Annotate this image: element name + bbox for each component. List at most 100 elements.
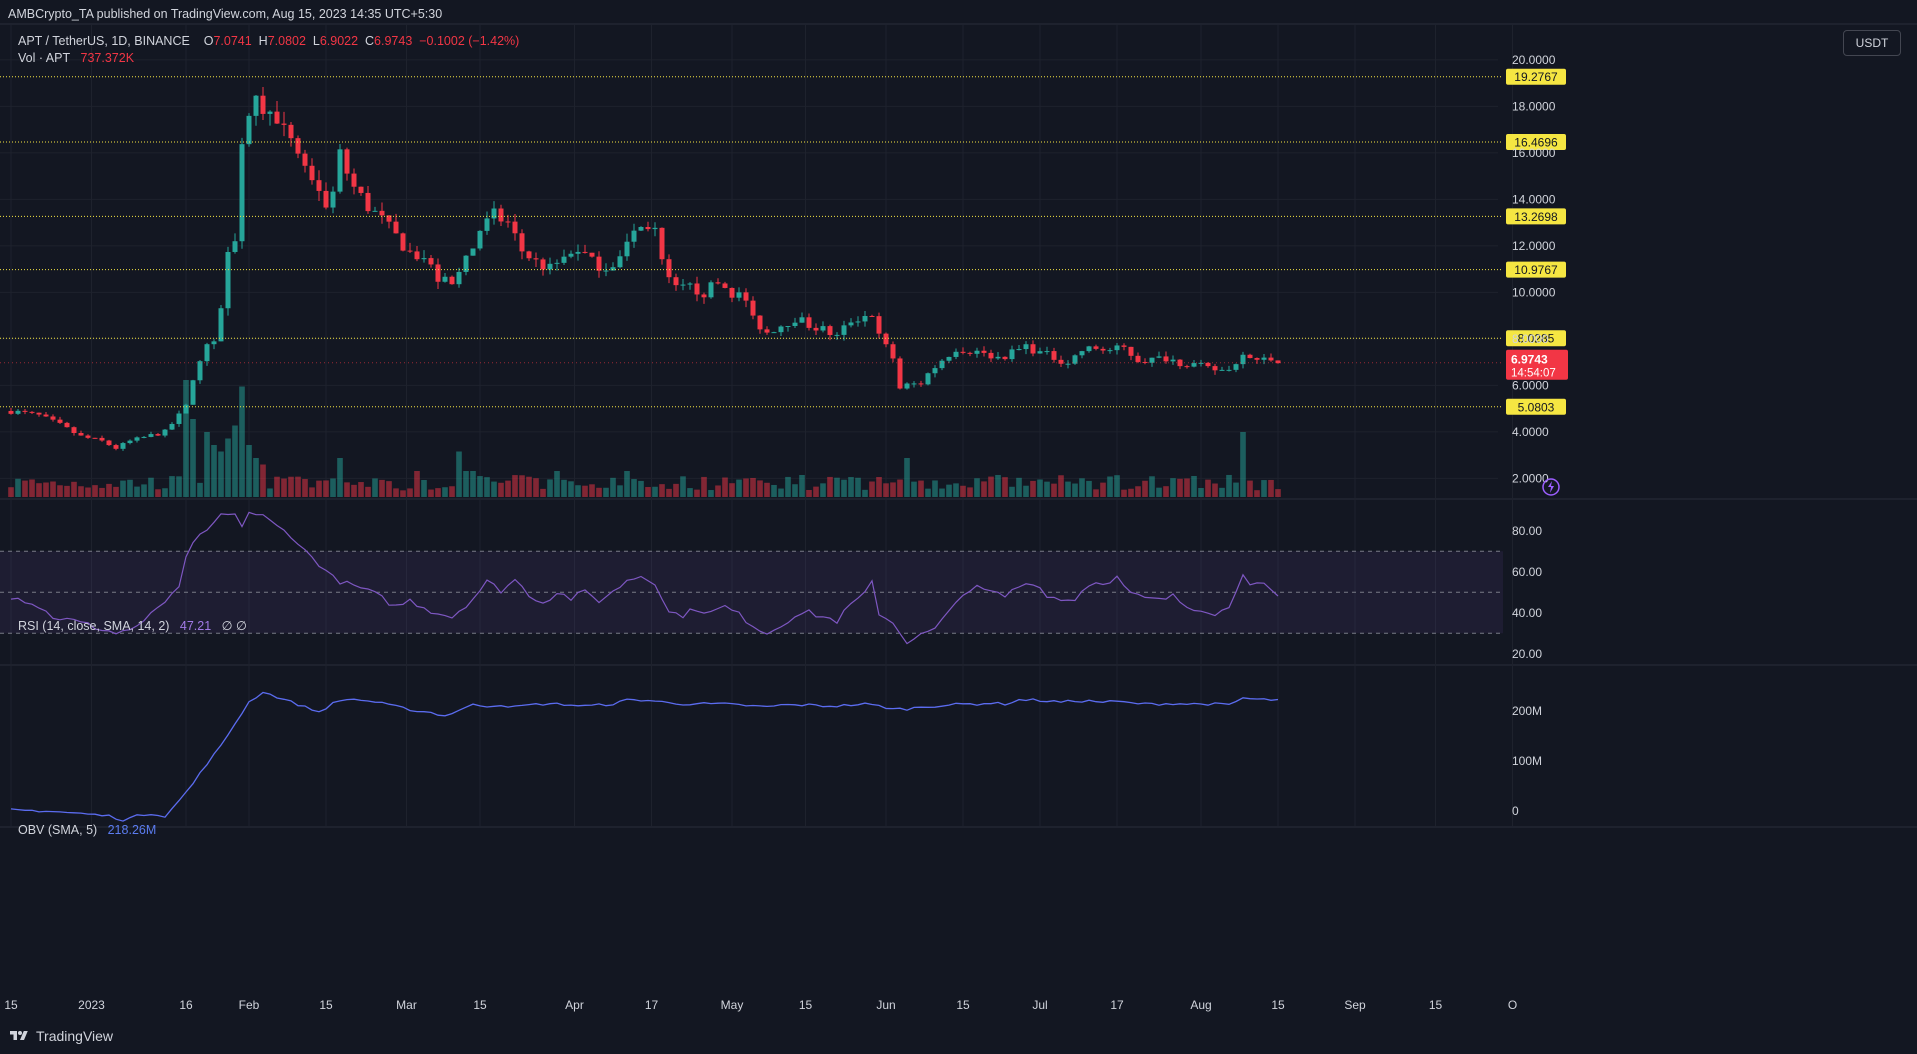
volume-bar (190, 419, 196, 497)
volume-bar (757, 480, 763, 497)
price-tick-label: 2.0000 (1512, 471, 1549, 485)
volume-bar (806, 489, 812, 497)
level-price-tag: 13.2698 (1506, 208, 1566, 225)
volume-bar (407, 488, 413, 497)
lightning-icon (1542, 478, 1560, 496)
volume-bar (771, 484, 777, 497)
obv-pane: 200M 100M 0 (10, 691, 1542, 822)
candle-body (1009, 349, 1015, 360)
candle-body (1030, 344, 1036, 354)
candle-body (1275, 360, 1281, 364)
level-tag-bg (1506, 68, 1566, 85)
candle-body (141, 436, 147, 438)
candle-body (470, 248, 476, 256)
obv-value: 218.26M (107, 823, 157, 837)
candle-body (967, 352, 973, 354)
candle-body (764, 329, 770, 333)
candle-body (799, 317, 805, 323)
volume-bar (218, 451, 224, 497)
candle-body (302, 153, 308, 166)
volume-bar (29, 479, 35, 497)
volume-bar (1149, 476, 1155, 497)
candle-body (827, 326, 833, 336)
volume-bar (554, 471, 560, 497)
candle-body (512, 221, 518, 234)
volume-bar (477, 476, 483, 497)
volume-bar (750, 477, 756, 497)
candle-body (820, 326, 826, 331)
candle-body (1051, 351, 1057, 360)
tradingview-footer[interactable]: TradingView (8, 1028, 113, 1044)
candle-body (561, 256, 567, 263)
candle-body (1219, 369, 1225, 371)
candle-body (372, 210, 378, 212)
volume-bar (197, 482, 203, 497)
volume-bar (99, 487, 105, 497)
volume-bar (1177, 478, 1183, 497)
candle-body (183, 404, 189, 414)
candle-body (750, 300, 756, 316)
candle-body (1142, 361, 1148, 363)
volume-bar (127, 479, 133, 497)
volume-bar (400, 490, 406, 497)
volume-bar (967, 487, 973, 497)
candle-body (78, 433, 84, 436)
volume-bar (148, 477, 154, 497)
candle-body (295, 138, 301, 154)
low-value: 6.9022 (319, 34, 359, 48)
volume-label: Vol · APT (18, 51, 71, 65)
volume-bar (1212, 483, 1218, 497)
volume-bar (1023, 485, 1029, 497)
candle-body (239, 144, 245, 242)
level-price-tag: 5.0803 (1506, 398, 1566, 415)
candle-body (1023, 344, 1029, 350)
volume-bar (995, 474, 1001, 497)
volume-bar (358, 482, 364, 497)
candle-body (526, 251, 532, 259)
candle-body (204, 344, 210, 362)
candle-body (176, 413, 182, 424)
candle-body (589, 252, 595, 257)
candle-body (1093, 346, 1099, 349)
volume-bar (1002, 477, 1008, 497)
volume-bar (575, 485, 581, 497)
volume-bar (36, 483, 42, 497)
volume-bar (1121, 489, 1127, 497)
candle-body (29, 411, 35, 413)
candle-body (15, 410, 21, 414)
candle-body (169, 423, 175, 430)
candle-body (638, 227, 644, 231)
candle-body (400, 233, 406, 251)
candle-body (568, 253, 574, 257)
candle-body (246, 115, 252, 145)
current-price-value: 6.9743 (1511, 353, 1548, 367)
volume-bar (729, 483, 735, 497)
volume-bar (162, 488, 168, 497)
volume-bar (15, 478, 21, 497)
volume-bar (1268, 479, 1274, 497)
candle-body (414, 251, 420, 260)
obv-legend: OBV (SMA, 5) 218.26M (18, 823, 156, 837)
volume-bar (582, 485, 588, 497)
candle-body (274, 111, 280, 124)
volume-bar (134, 486, 140, 497)
volume-bar (309, 487, 315, 497)
volume-bar (694, 489, 700, 497)
high-label: H (258, 34, 268, 48)
volume-bar (505, 480, 511, 497)
volume-bar (659, 484, 665, 497)
candle-body (57, 419, 63, 423)
time-tick-label: Apr (565, 998, 584, 1012)
volume-bar (666, 488, 672, 497)
obv-label: OBV (SMA, 5) (18, 823, 98, 837)
currency-button[interactable]: USDT (1843, 30, 1901, 56)
candle-body (533, 258, 539, 260)
candle-body (743, 292, 749, 301)
candle-body (64, 422, 70, 428)
candle-body (393, 221, 399, 234)
level-price-tag: 8.0285 (1506, 330, 1566, 347)
price-tick-label: 4.0000 (1512, 425, 1549, 439)
time-tick-label: 15 (799, 998, 813, 1012)
volume-bar (939, 488, 945, 497)
